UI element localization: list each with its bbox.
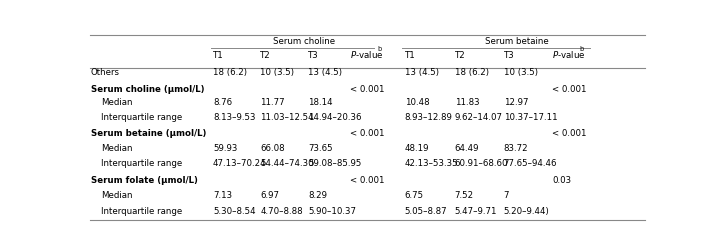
Text: 4.70–8.88: 4.70–8.88: [260, 206, 303, 215]
Text: 47.13–70.24: 47.13–70.24: [213, 159, 267, 168]
Text: 10 (3.5): 10 (3.5): [260, 68, 294, 77]
Text: 10.48: 10.48: [404, 98, 429, 107]
Text: 11.83: 11.83: [455, 98, 480, 107]
Text: 48.19: 48.19: [404, 143, 429, 152]
Text: Serum folate (μmol/L): Serum folate (μmol/L): [91, 176, 198, 184]
Text: 8.93–12.89: 8.93–12.89: [404, 112, 452, 122]
Text: 5.30–8.54: 5.30–8.54: [213, 206, 255, 215]
Text: 11.03–12.54: 11.03–12.54: [260, 112, 314, 122]
Text: < 0.001: < 0.001: [350, 176, 384, 184]
Text: 14.94–20.36: 14.94–20.36: [308, 112, 361, 122]
Text: 7.52: 7.52: [455, 190, 474, 200]
Text: 11.77: 11.77: [260, 98, 285, 107]
Text: < 0.001: < 0.001: [350, 129, 384, 138]
Text: T3: T3: [308, 51, 319, 60]
Text: Median: Median: [100, 190, 132, 200]
Text: T1: T1: [213, 51, 224, 60]
Text: 60.91–68.60: 60.91–68.60: [455, 159, 508, 168]
Text: 7: 7: [503, 190, 509, 200]
Text: 5.20–9.44): 5.20–9.44): [503, 206, 549, 215]
Text: T2: T2: [260, 51, 271, 60]
Text: 5.90–10.37: 5.90–10.37: [308, 206, 356, 215]
Text: 0.03: 0.03: [552, 176, 571, 184]
Text: T3: T3: [503, 51, 514, 60]
Text: 7.13: 7.13: [213, 190, 232, 200]
Text: 59.93: 59.93: [213, 143, 237, 152]
Text: Median: Median: [100, 98, 132, 107]
Text: 9.62–14.07: 9.62–14.07: [455, 112, 503, 122]
Text: Interquartile range: Interquartile range: [100, 112, 182, 122]
Text: 13 (4.5): 13 (4.5): [308, 68, 342, 77]
Text: Serum choline: Serum choline: [273, 36, 335, 46]
Text: Serum betaine (μmol/L): Serum betaine (μmol/L): [91, 129, 206, 138]
Text: 18 (6.2): 18 (6.2): [213, 68, 247, 77]
Text: Interquartile range: Interquartile range: [100, 206, 182, 215]
Text: Others: Others: [91, 68, 120, 77]
Text: 64.49: 64.49: [455, 143, 479, 152]
Text: Serum betaine: Serum betaine: [485, 36, 549, 46]
Text: Median: Median: [100, 143, 132, 152]
Text: 83.72: 83.72: [503, 143, 528, 152]
Text: < 0.001: < 0.001: [350, 84, 384, 94]
Text: 77.65–94.46: 77.65–94.46: [503, 159, 557, 168]
Text: T1: T1: [404, 51, 415, 60]
Text: Serum choline (μmol/L): Serum choline (μmol/L): [91, 84, 204, 94]
Text: 10 (3.5): 10 (3.5): [503, 68, 538, 77]
Text: 18.14: 18.14: [308, 98, 333, 107]
Text: 6.97: 6.97: [260, 190, 279, 200]
Text: 5.47–9.71: 5.47–9.71: [455, 206, 497, 215]
Text: b: b: [377, 46, 381, 52]
Text: b: b: [580, 46, 584, 52]
Text: 73.65: 73.65: [308, 143, 333, 152]
Text: $\it{P}$-value: $\it{P}$-value: [350, 49, 383, 60]
Text: 13 (4.5): 13 (4.5): [404, 68, 439, 77]
Text: 42.13–53.35: 42.13–53.35: [404, 159, 458, 168]
Text: $\it{P}$-value: $\it{P}$-value: [552, 49, 585, 60]
Text: 54.44–74.30: 54.44–74.30: [260, 159, 314, 168]
Text: 8.76: 8.76: [213, 98, 232, 107]
Text: 59.08–85.95: 59.08–85.95: [308, 159, 361, 168]
Text: < 0.001: < 0.001: [552, 84, 587, 94]
Text: 10.37–17.11: 10.37–17.11: [503, 112, 557, 122]
Text: 6.75: 6.75: [404, 190, 424, 200]
Text: 8.29: 8.29: [308, 190, 327, 200]
Text: 66.08: 66.08: [260, 143, 285, 152]
Text: Interquartile range: Interquartile range: [100, 159, 182, 168]
Text: T2: T2: [455, 51, 465, 60]
Text: 5.05–8.87: 5.05–8.87: [404, 206, 447, 215]
Text: 12.97: 12.97: [503, 98, 528, 107]
Text: 8.13–9.53: 8.13–9.53: [213, 112, 255, 122]
Text: < 0.001: < 0.001: [552, 129, 587, 138]
Text: 18 (6.2): 18 (6.2): [455, 68, 489, 77]
